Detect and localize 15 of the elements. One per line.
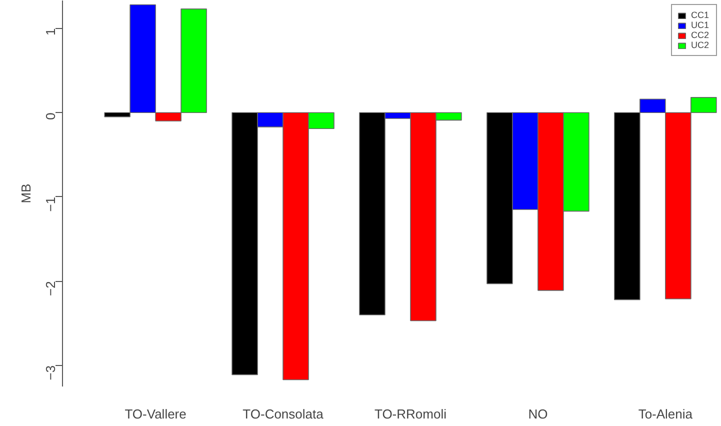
x-tick-label: TO-Consolata <box>242 406 324 422</box>
x-tick-label: NO <box>528 406 548 422</box>
legend-label: CC2 <box>691 30 710 40</box>
y-tick-label: −1 <box>43 196 58 212</box>
legend-label: UC1 <box>691 20 710 30</box>
y-tick-label: −3 <box>43 365 58 380</box>
y-axis-title: MB <box>18 184 34 204</box>
x-tick-label: To-Alenia <box>638 406 694 422</box>
legend-label: CC1 <box>691 10 710 20</box>
x-tick-label: TO-RRomoli <box>374 406 447 422</box>
x-tick-label: TO-Vallere <box>124 406 186 422</box>
y-tick-label: −2 <box>43 281 58 296</box>
legend-label: UC2 <box>691 40 710 50</box>
y-tick-label: 0 <box>43 112 58 120</box>
y-tick-label: 1 <box>43 28 58 36</box>
